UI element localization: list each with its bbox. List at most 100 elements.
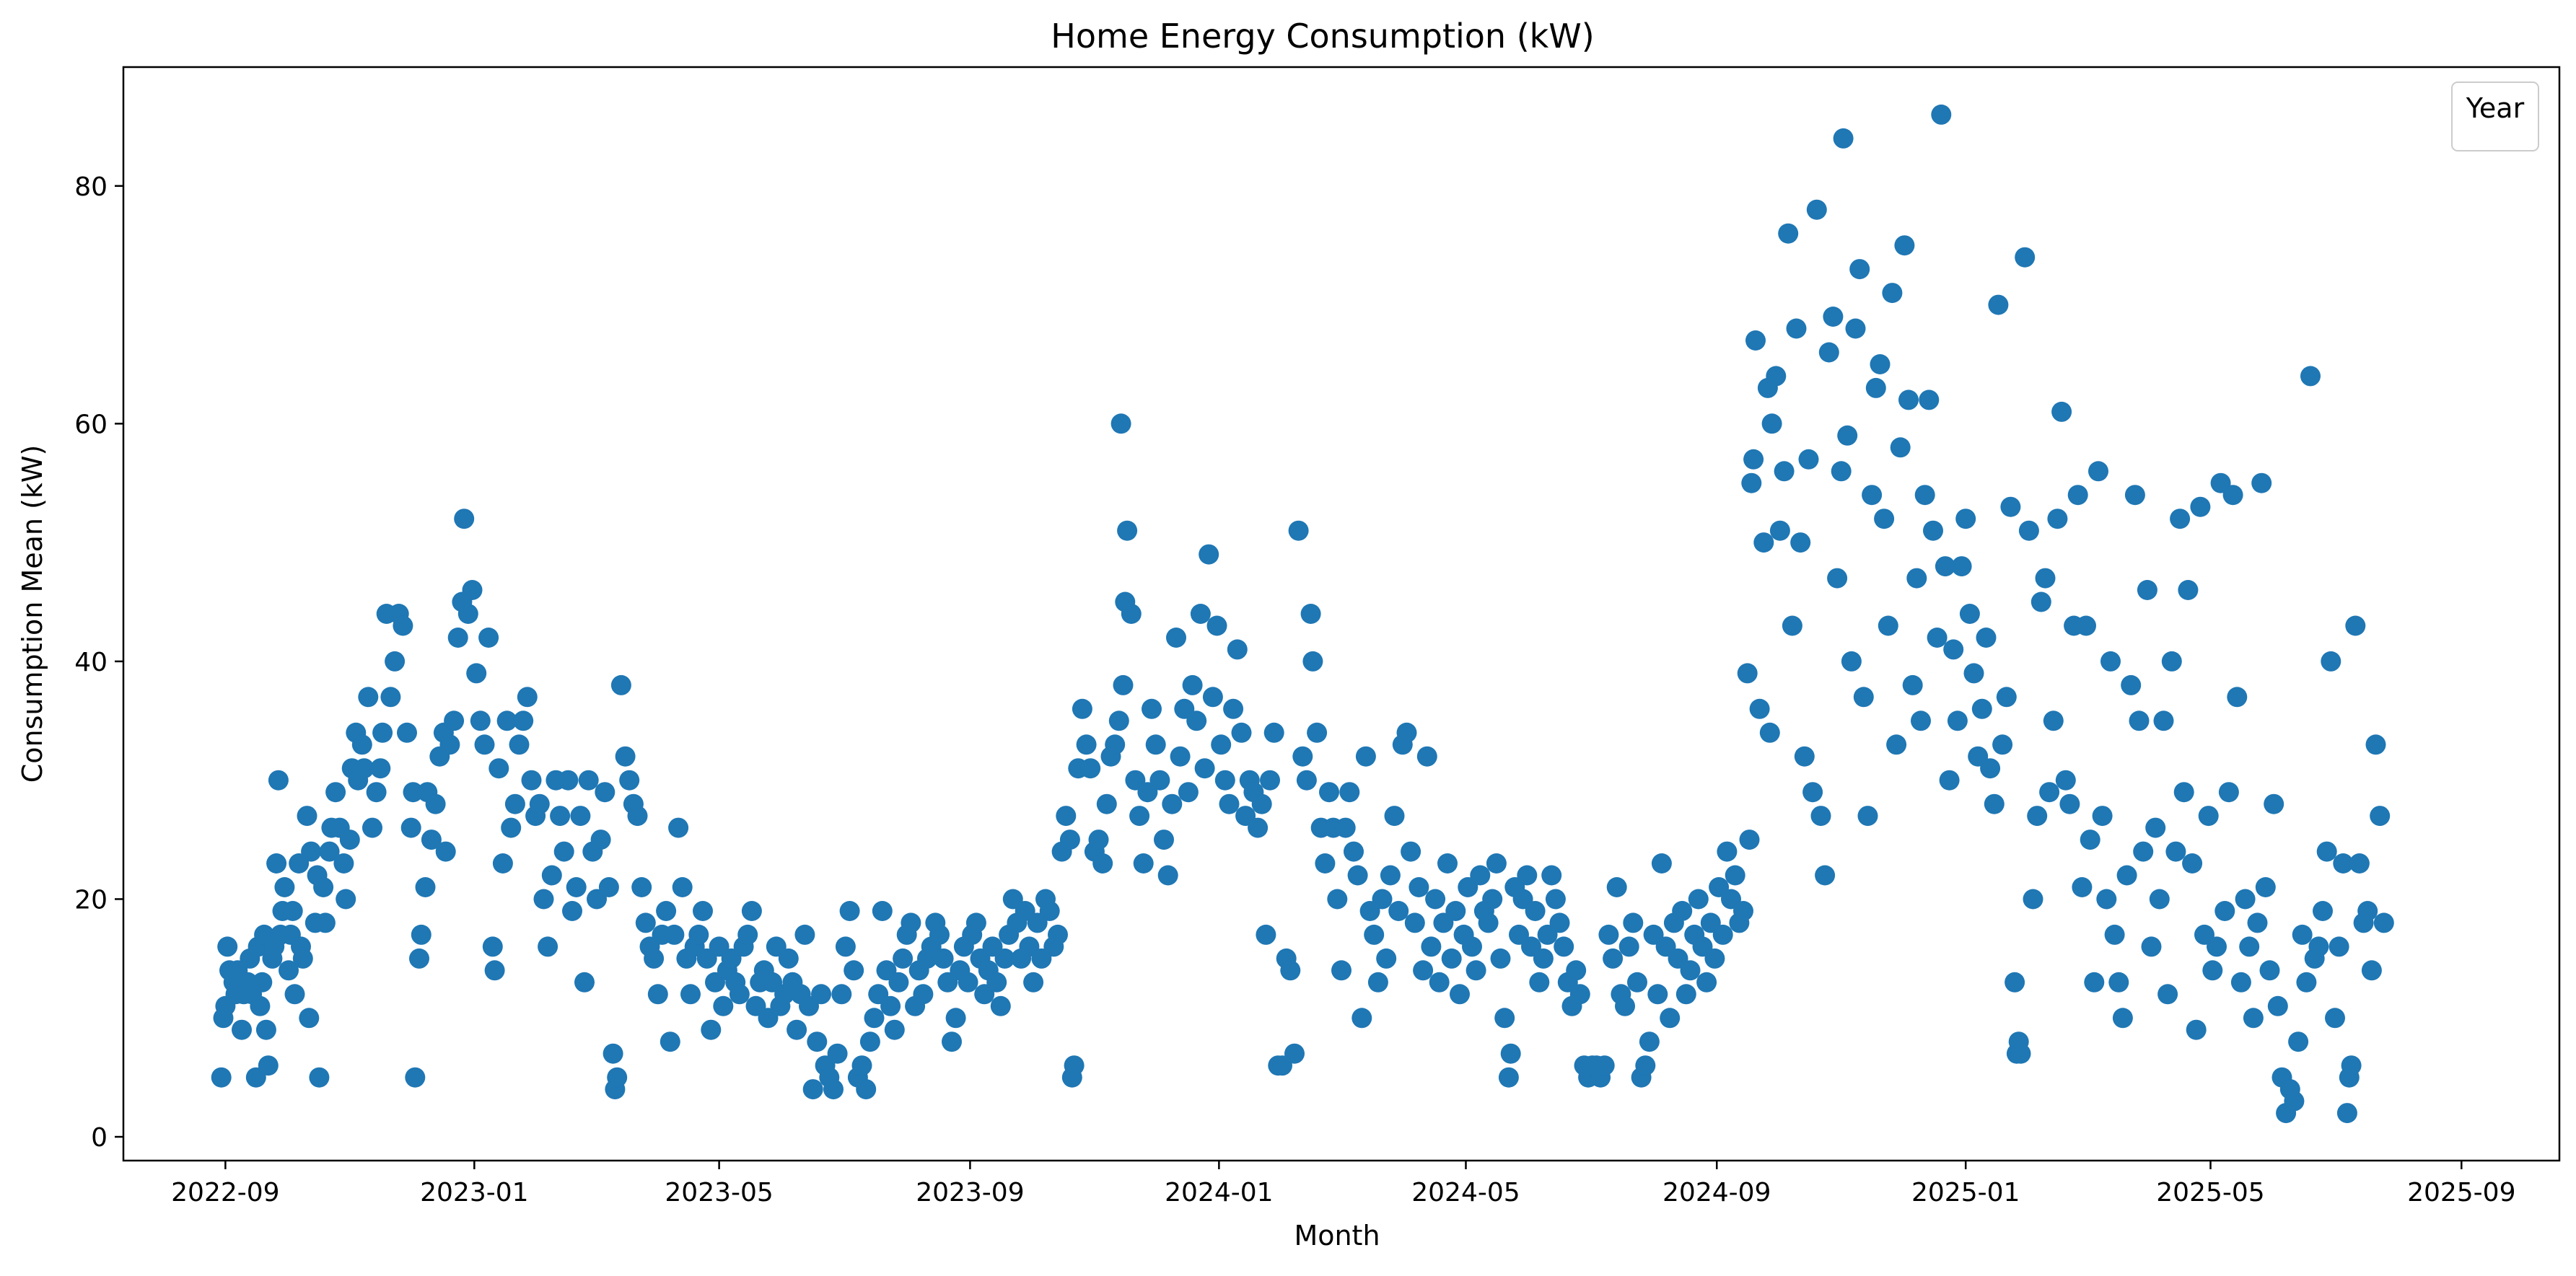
data-point bbox=[1794, 746, 1815, 767]
data-point bbox=[1096, 793, 1117, 814]
data-point bbox=[1680, 960, 1701, 981]
data-point bbox=[1651, 853, 1672, 874]
data-point bbox=[1737, 663, 1758, 684]
data-point bbox=[1823, 307, 1844, 327]
y-tick-label: 20 bbox=[74, 885, 108, 915]
data-point bbox=[1529, 972, 1550, 993]
data-point bbox=[1450, 984, 1470, 1005]
data-point bbox=[1129, 806, 1150, 827]
data-point bbox=[309, 1067, 330, 1088]
data-point bbox=[2264, 793, 2284, 814]
data-point bbox=[1717, 841, 1738, 862]
data-point bbox=[2108, 972, 2129, 993]
y-tick-label: 0 bbox=[91, 1123, 108, 1153]
data-point bbox=[2112, 1008, 2133, 1029]
data-point bbox=[1696, 972, 1717, 993]
data-point bbox=[1931, 104, 1952, 125]
data-point bbox=[1214, 770, 1235, 791]
data-point bbox=[478, 628, 499, 648]
data-point bbox=[1470, 865, 1491, 886]
data-point bbox=[447, 628, 468, 648]
data-point bbox=[492, 853, 513, 874]
data-point bbox=[1615, 995, 1635, 1016]
data-point bbox=[474, 734, 495, 755]
data-point bbox=[380, 687, 401, 708]
data-point bbox=[2035, 568, 2056, 589]
data-point bbox=[965, 912, 986, 933]
data-point bbox=[411, 924, 431, 945]
data-point bbox=[284, 984, 305, 1005]
data-point bbox=[1335, 817, 1356, 838]
data-point bbox=[1364, 924, 1385, 945]
x-tick-label: 2024-09 bbox=[1662, 1178, 1771, 1207]
data-point bbox=[484, 960, 505, 981]
data-point bbox=[2361, 960, 2382, 981]
data-point bbox=[1296, 770, 1317, 791]
data-point bbox=[358, 687, 379, 708]
data-point bbox=[1219, 793, 1240, 814]
data-point bbox=[2373, 912, 2394, 933]
data-point bbox=[1384, 806, 1405, 827]
data-point bbox=[839, 901, 860, 921]
data-point bbox=[439, 734, 460, 755]
data-point bbox=[1598, 924, 1619, 945]
data-point bbox=[1603, 948, 1624, 969]
x-tick-label: 2024-05 bbox=[1411, 1178, 1520, 1207]
data-point bbox=[644, 948, 665, 969]
data-point bbox=[688, 924, 709, 945]
data-point bbox=[1870, 354, 1891, 374]
data-point bbox=[668, 817, 689, 838]
data-point bbox=[1774, 461, 1795, 482]
data-point bbox=[1810, 806, 1831, 827]
data-point bbox=[1549, 912, 1570, 933]
data-point bbox=[504, 793, 525, 814]
data-point bbox=[1178, 782, 1199, 803]
data-point bbox=[385, 651, 406, 672]
data-point bbox=[2121, 674, 2142, 695]
data-point bbox=[299, 1008, 320, 1029]
data-point bbox=[457, 604, 478, 624]
data-point bbox=[2005, 972, 2025, 993]
data-point bbox=[2255, 877, 2276, 897]
data-point bbox=[680, 984, 701, 1005]
data-point bbox=[1157, 865, 1178, 886]
data-point bbox=[1307, 722, 1328, 743]
data-point bbox=[1790, 532, 1811, 553]
data-point bbox=[2055, 770, 2076, 791]
data-point bbox=[1108, 710, 1129, 731]
data-point bbox=[1248, 817, 1269, 838]
data-point bbox=[598, 877, 619, 897]
data-point bbox=[1355, 746, 1376, 767]
data-point bbox=[1113, 674, 1134, 695]
data-point bbox=[1376, 948, 1397, 969]
data-point bbox=[595, 782, 615, 803]
data-point bbox=[2207, 936, 2227, 957]
data-point bbox=[2300, 366, 2321, 387]
data-point bbox=[1890, 437, 1911, 458]
data-point bbox=[729, 984, 750, 1005]
data-point bbox=[1142, 698, 1162, 719]
data-point bbox=[1500, 1043, 1521, 1064]
data-point bbox=[2072, 877, 2093, 897]
data-point bbox=[1959, 604, 1980, 624]
data-point bbox=[2288, 1031, 2309, 1052]
data-point bbox=[501, 817, 522, 838]
data-point bbox=[1421, 936, 1442, 957]
data-point bbox=[1862, 485, 1883, 506]
data-point bbox=[1743, 449, 1764, 470]
data-point bbox=[217, 936, 238, 957]
data-point bbox=[2161, 651, 2182, 672]
data-point bbox=[1898, 390, 1919, 410]
data-point bbox=[1635, 1055, 1656, 1076]
data-point bbox=[409, 948, 429, 969]
data-point bbox=[268, 770, 289, 791]
data-point bbox=[913, 984, 934, 1005]
data-point bbox=[1749, 698, 1770, 719]
data-point bbox=[823, 1079, 844, 1100]
data-point bbox=[2084, 972, 2105, 993]
data-point bbox=[489, 758, 509, 779]
data-point bbox=[811, 984, 831, 1005]
data-point bbox=[444, 710, 465, 731]
data-point bbox=[1980, 758, 2001, 779]
data-point bbox=[2325, 1008, 2345, 1029]
